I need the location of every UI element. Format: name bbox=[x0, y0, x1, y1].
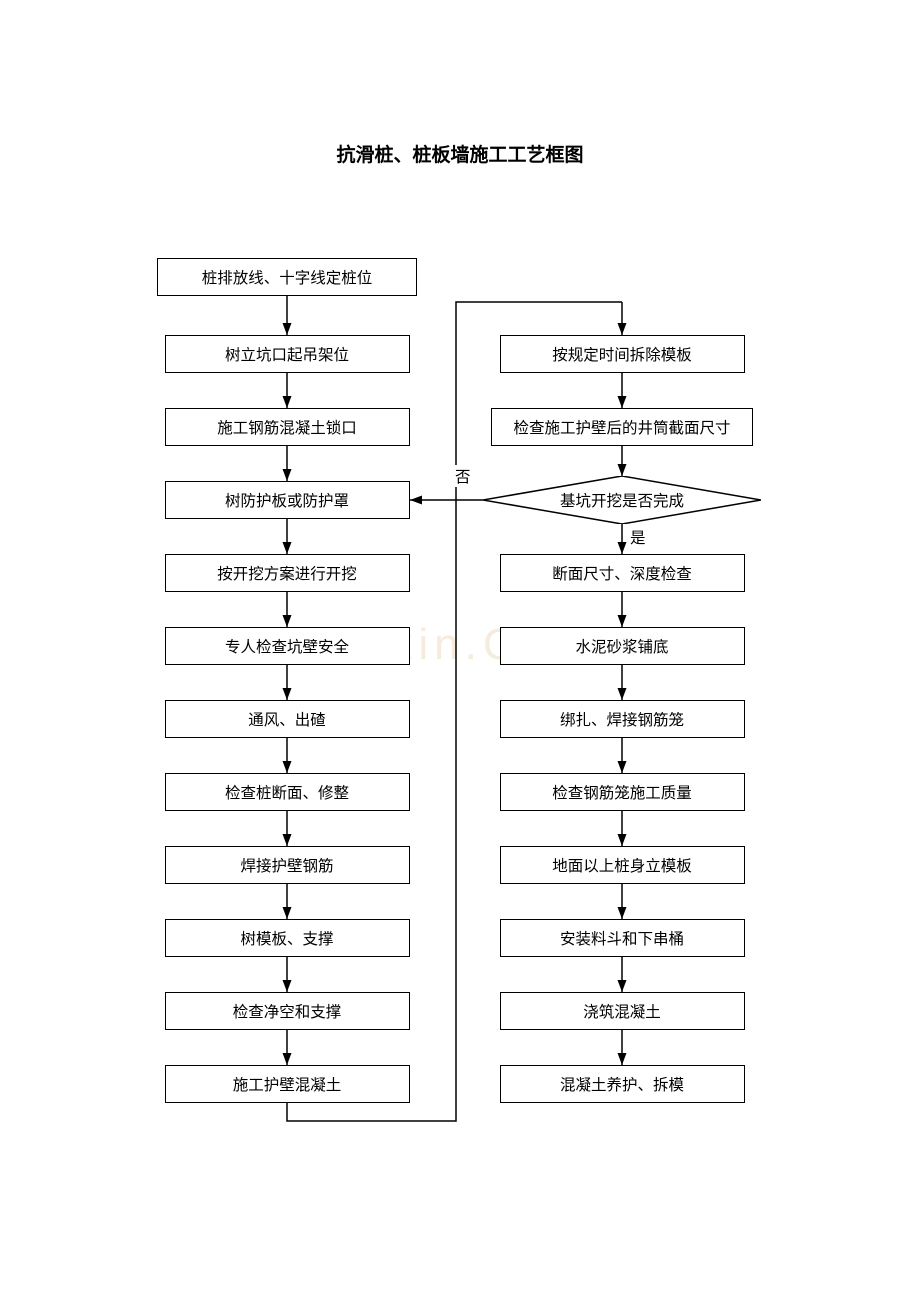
box-R0: 按规定时间拆除模板 bbox=[500, 335, 745, 373]
box-L7: 检查桩断面、修整 bbox=[165, 773, 410, 811]
flow-lines bbox=[0, 0, 920, 1302]
box-L0: 桩排放线、十字线定桩位 bbox=[157, 258, 417, 296]
box-L1: 树立坑口起吊架位 bbox=[165, 335, 410, 373]
box-L4: 按开挖方案进行开挖 bbox=[165, 554, 410, 592]
box-R3: 断面尺寸、深度检查 bbox=[500, 554, 745, 592]
box-L11: 施工护壁混凝土 bbox=[165, 1065, 410, 1103]
box-R7: 地面以上桩身立模板 bbox=[500, 846, 745, 884]
decision-diamond: 基坑开挖是否完成 bbox=[483, 476, 761, 524]
box-L5: 专人检查坑壁安全 bbox=[165, 627, 410, 665]
box-L3: 树防护板或防护罩 bbox=[165, 481, 410, 519]
box-L10: 检查净空和支撑 bbox=[165, 992, 410, 1030]
label-yes: 是 bbox=[630, 526, 646, 548]
label-no: 否 bbox=[455, 465, 471, 487]
box-R6: 检查钢筋笼施工质量 bbox=[500, 773, 745, 811]
box-R8: 安装料斗和下串桶 bbox=[500, 919, 745, 957]
box-L8: 焊接护壁钢筋 bbox=[165, 846, 410, 884]
box-L6: 通风、出碴 bbox=[165, 700, 410, 738]
decision-label: 基坑开挖是否完成 bbox=[483, 476, 761, 524]
box-R4: 水泥砂浆铺底 bbox=[500, 627, 745, 665]
box-L9: 树模板、支撑 bbox=[165, 919, 410, 957]
box-L2: 施工钢筋混凝土锁口 bbox=[165, 408, 410, 446]
box-R10: 混凝土养护、拆模 bbox=[500, 1065, 745, 1103]
page-title: 抗滑桩、桩板墙施工工艺框图 bbox=[0, 140, 920, 167]
box-R9: 浇筑混凝土 bbox=[500, 992, 745, 1030]
box-R5: 绑扎、焊接钢筋笼 bbox=[500, 700, 745, 738]
box-R1: 检查施工护壁后的井筒截面尺寸 bbox=[491, 408, 753, 446]
